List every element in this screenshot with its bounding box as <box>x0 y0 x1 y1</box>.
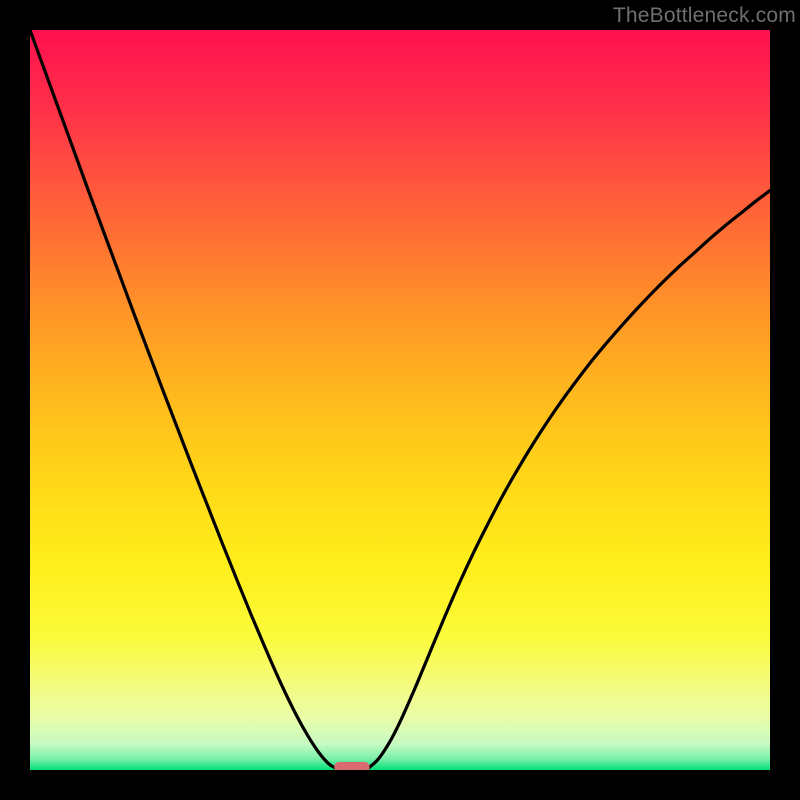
chart-plot-area <box>30 30 770 770</box>
watermark-text: TheBottleneck.com <box>613 4 796 28</box>
curve-right <box>368 191 770 769</box>
curve-left <box>30 30 336 768</box>
optimal-marker <box>334 762 370 770</box>
bottleneck-curve <box>30 30 770 770</box>
